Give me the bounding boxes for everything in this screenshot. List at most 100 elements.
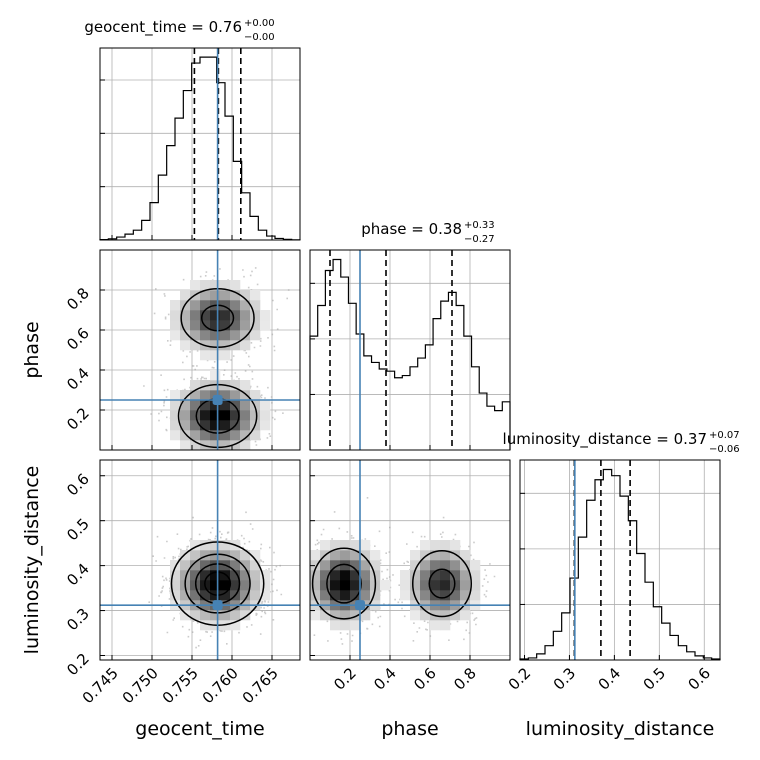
- density-cell: [410, 560, 421, 571]
- density-cell: [190, 310, 201, 321]
- density-cell: [430, 540, 441, 551]
- density-cell: [180, 550, 191, 561]
- density-cell: [220, 340, 231, 351]
- density-cell: [260, 400, 271, 411]
- density-cell: [230, 570, 241, 581]
- density-cell: [330, 550, 341, 561]
- density-cell: [190, 560, 201, 571]
- density-cell: [320, 590, 331, 601]
- density-cell: [190, 320, 201, 331]
- density-cell: [340, 620, 351, 631]
- density-cell: [250, 300, 261, 311]
- density-cell: [420, 550, 431, 561]
- text-layer: geocent_time = 0.76 +0.00 −0.00 phase = 0.3…: [21, 18, 740, 740]
- density-cell: [310, 560, 321, 571]
- density-cell: [180, 410, 191, 421]
- histogram-luminosity_distance: [519, 468, 721, 660]
- density-cell: [240, 610, 251, 621]
- density-cell: [250, 580, 261, 591]
- x-tick-label: 0.5: [640, 664, 670, 694]
- density-cell: [200, 380, 211, 391]
- title-minus-error: −0.27: [464, 234, 495, 245]
- density-cell: [330, 560, 341, 571]
- density-cell: [240, 560, 251, 571]
- density-cell: [420, 590, 431, 601]
- density-cell: [230, 410, 241, 421]
- density-cell: [210, 430, 221, 441]
- density-cell: [350, 580, 361, 591]
- density-cell: [180, 290, 191, 301]
- density-cell: [380, 580, 391, 591]
- density-cell: [250, 590, 261, 601]
- density-cell: [170, 560, 181, 571]
- density-cell: [220, 330, 231, 341]
- density-cell: [220, 540, 231, 551]
- title-minus-error: −0.00: [244, 32, 275, 43]
- density-cell: [190, 410, 201, 421]
- density-cell: [370, 590, 381, 601]
- density-cell: [260, 580, 271, 591]
- density-cell: [170, 390, 181, 401]
- density-cell: [220, 290, 231, 301]
- density-cell: [230, 310, 241, 321]
- panel-title-main: phase = 0.38: [361, 220, 462, 238]
- density-cell: [180, 610, 191, 621]
- density-cell: [190, 340, 201, 351]
- axes-frame: [99, 249, 301, 451]
- density-cell: [350, 590, 361, 601]
- density-cell: [400, 580, 411, 591]
- density-cell: [170, 300, 181, 311]
- chart-layer: [99, 47, 721, 661]
- density-cell: [220, 420, 231, 431]
- density-cell: [230, 620, 241, 631]
- density-cell: [170, 410, 181, 421]
- title-plus-error: +0.33: [464, 220, 495, 231]
- density-cell: [220, 390, 231, 401]
- density-cell: [210, 560, 221, 571]
- density-cell: [440, 540, 451, 551]
- density-cell: [230, 300, 241, 311]
- density-cell: [240, 420, 251, 431]
- density-cell: [210, 440, 221, 450]
- panel-title-main: luminosity_distance = 0.37: [503, 430, 707, 449]
- density-cell: [200, 350, 211, 361]
- density-cell: [240, 340, 251, 351]
- density-cell: [350, 570, 361, 581]
- histogram-geocent_time: [99, 56, 301, 241]
- density-cell: [210, 410, 221, 421]
- density-cell: [170, 420, 181, 431]
- density-cell: [340, 590, 351, 601]
- density-cell: [190, 300, 201, 311]
- density-cell: [170, 590, 181, 601]
- density-cell: [330, 580, 341, 591]
- density-cell: [360, 580, 371, 591]
- density-cell: [450, 540, 461, 551]
- density-cell: [210, 570, 221, 581]
- density-cell: [410, 580, 421, 591]
- density-cell: [260, 590, 271, 601]
- density-cell: [440, 580, 451, 591]
- density-cell: [180, 320, 191, 331]
- density-cell: [240, 580, 251, 591]
- density-cell: [200, 410, 211, 421]
- density-cell: [450, 560, 461, 571]
- density-cell: [400, 590, 411, 601]
- density-cell: [310, 590, 321, 601]
- density-cell: [200, 620, 211, 631]
- x-axis-label-luminosity_distance: luminosity_distance: [526, 718, 715, 740]
- density-cell: [220, 590, 231, 601]
- density-cell: [250, 290, 261, 301]
- density-cell: [210, 610, 221, 621]
- density-cell: [210, 400, 221, 411]
- density-cell: [210, 350, 221, 361]
- x-tick-label: 0.6: [410, 664, 440, 694]
- density-cell: [470, 570, 481, 581]
- density-cell: [340, 540, 351, 551]
- density-cell: [240, 440, 251, 450]
- density-cell: [440, 560, 451, 571]
- density-cell: [440, 550, 451, 561]
- density-cell: [230, 280, 241, 291]
- title-minus-error: −0.06: [709, 444, 740, 455]
- density-cell: [200, 310, 211, 321]
